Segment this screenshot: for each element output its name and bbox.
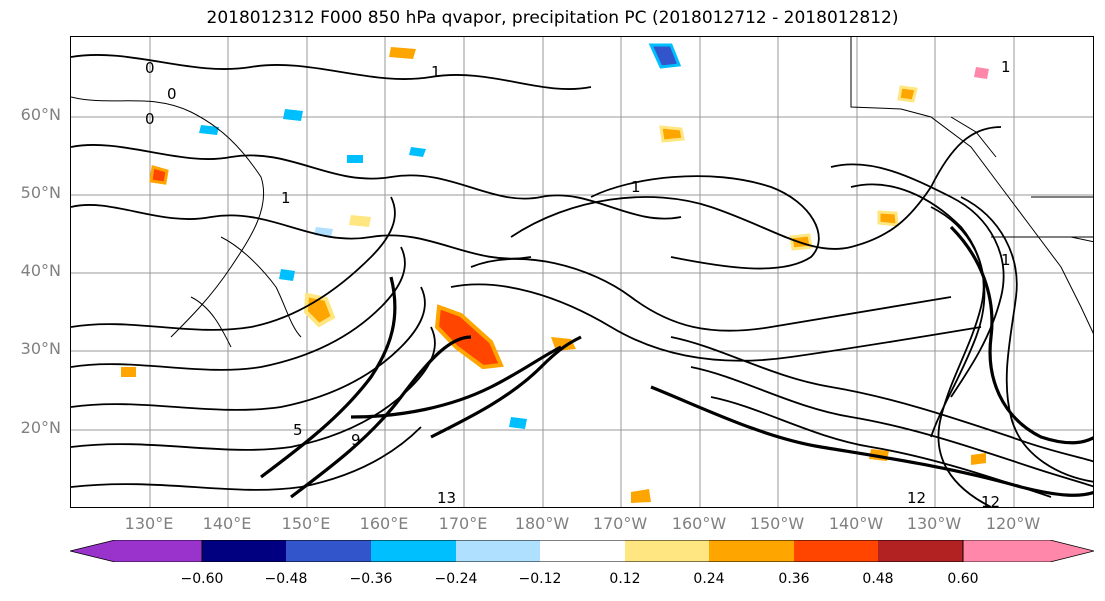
colorbar-tick-label: −0.36 <box>349 571 393 587</box>
colorbar-tick-label: −0.12 <box>518 571 562 587</box>
colorbar-tick-label: 0.24 <box>693 571 725 587</box>
colorbar-segment <box>794 540 878 562</box>
contour-label: 9 <box>351 431 361 449</box>
lon-label-150e: 150°E <box>281 514 331 533</box>
lon-label-130e: 130°E <box>124 514 174 533</box>
contour-labels: 0 0 0 1 1 1 1 1 5 9 12 12 13 <box>145 58 1011 508</box>
colorbar-segment <box>962 540 1094 562</box>
lat-label-30n: 30°N <box>20 339 61 358</box>
colorbar-segment <box>70 540 203 562</box>
lon-label-140w: 140°W <box>828 514 884 533</box>
contour-label: 1 <box>431 63 441 81</box>
colorbar-segment <box>371 540 456 562</box>
lat-label-60n: 60°N <box>20 105 61 124</box>
contour-label: 0 <box>167 85 177 103</box>
contour-label: 5 <box>293 421 303 439</box>
colorbar-segment <box>878 540 963 562</box>
lon-label-120w: 120°W <box>985 514 1041 533</box>
lon-label-160w: 160°W <box>671 514 727 533</box>
colorbar-segment <box>625 540 709 562</box>
lon-label-130w: 130°W <box>906 514 962 533</box>
contour-label: 0 <box>145 59 155 77</box>
colorbar-segment <box>709 540 794 562</box>
colorbar-tick-label: −0.24 <box>434 571 478 587</box>
graticule <box>71 37 1093 507</box>
map-svg: 0 0 0 1 1 1 1 1 5 9 12 12 13 <box>71 37 1093 508</box>
colorbar-tick-label: −0.48 <box>264 571 308 587</box>
qvapor-contours <box>71 54 1093 507</box>
lon-label-170w: 170°W <box>592 514 648 533</box>
map-panel: 0 0 0 1 1 1 1 1 5 9 12 12 13 <box>70 36 1094 508</box>
lon-label-180w: 180°W <box>514 514 570 533</box>
lon-label-150w: 150°W <box>749 514 805 533</box>
contour-label: 12 <box>981 493 1000 508</box>
contour-label: 1 <box>281 189 291 207</box>
colorbar-tick-label: 0.60 <box>947 571 979 587</box>
lat-label-40n: 40°N <box>20 261 61 280</box>
lat-label-50n: 50°N <box>20 183 61 202</box>
thick-contours <box>260 225 1093 499</box>
colorbar-tick-label: 0.48 <box>862 571 894 587</box>
contour-label: 12 <box>907 489 926 507</box>
contour-label: 0 <box>145 110 155 128</box>
colorbar-tick-label: −0.60 <box>180 571 224 587</box>
lon-label-170e: 170°E <box>438 514 488 533</box>
contour-label: 1 <box>631 178 641 196</box>
contour-label: 1 <box>1001 58 1011 76</box>
colorbar-segment <box>456 540 540 562</box>
lat-label-20n: 20°N <box>20 418 61 437</box>
colorbar-tick-label: 0.36 <box>778 571 810 587</box>
contour-label: 13 <box>437 489 456 507</box>
lon-label-140e: 140°E <box>202 514 252 533</box>
contour-label: 1 <box>1001 251 1011 269</box>
colorbar <box>70 540 1094 562</box>
colorbar-tick-label: 0.12 <box>609 571 641 587</box>
map-title: 2018012312 F000 850 hPa qvapor, precipit… <box>206 8 899 28</box>
colorbar-segment <box>202 540 286 562</box>
precip-patches <box>121 43 989 503</box>
colorbar-segment <box>286 540 371 562</box>
lon-label-160e: 160°E <box>359 514 409 533</box>
colorbar-segment <box>540 540 625 562</box>
